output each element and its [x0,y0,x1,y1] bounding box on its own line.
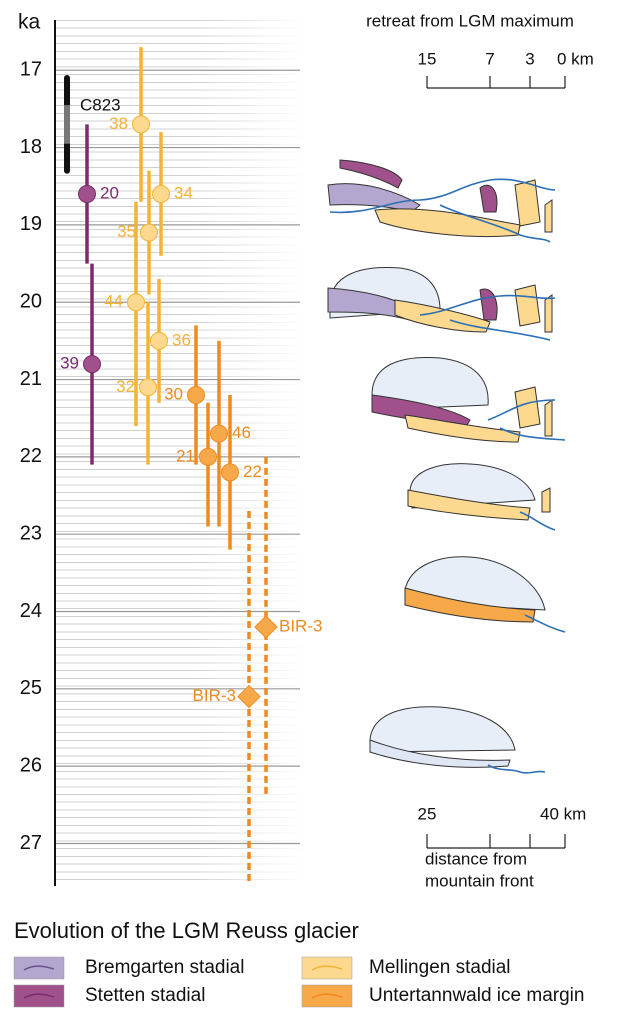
y-axis-label: ka [18,11,41,34]
point [139,378,157,397]
point [150,331,168,350]
legend-line [311,993,343,999]
scale-title: distance from [425,849,527,868]
legend-swatch [13,984,65,1008]
y-tick-label: 21 [20,368,42,390]
point-label: BIR-3 [193,686,236,705]
point-label: 36 [172,330,191,349]
point [237,684,261,709]
legend: Bremgarten stadial Stetten stadial Melling… [13,956,584,1008]
y-tick-label: 26 [20,754,42,776]
y-tick-label: 27 [20,832,42,854]
legend-label: Stetten stadial [85,985,205,1006]
scale-label: 40 km [540,804,586,823]
legend-line [311,965,343,971]
point [127,293,145,312]
legend-label: Bremgarten stadial [85,957,244,978]
point-label: 22 [243,462,262,481]
y-tick-label: 22 [20,445,42,467]
legend-label: Untertannwald ice margin [369,985,584,1006]
point-label: 44 [104,292,123,311]
legend-swatch [13,956,65,980]
scale-label: 3 [525,49,534,68]
y-tick-label: 19 [20,213,42,235]
point [199,447,217,466]
point [83,355,101,374]
scale-label: 7 [485,49,494,68]
y-tick-label: 18 [20,136,42,158]
legend-line [23,965,55,971]
point-label: 46 [232,423,251,442]
point [132,115,150,134]
point-label: 34 [174,183,193,202]
y-tick-label: 24 [20,600,42,622]
point-label: 30 [164,384,183,403]
point-label: 32 [116,377,135,396]
point [78,184,96,203]
legend-line [23,993,55,999]
point [254,615,278,639]
legend-swatch [301,984,353,1008]
point-label: 35 [117,222,136,241]
minor-grid [56,20,306,885]
legend-label: Mellingen stadial [369,957,511,978]
reference-label: C823 [80,95,121,114]
point [140,223,158,242]
point-label: 20 [100,183,119,202]
scale-label: 25 [418,804,437,823]
point [152,184,170,203]
y-tick-label: 23 [20,522,42,544]
point [221,463,239,482]
point-label: 21 [176,446,195,465]
scale-label: 0 km [557,49,594,68]
point [210,424,228,443]
scale-title: mountain front [425,871,534,890]
point-label: BIR-3 [279,616,322,635]
point-label: 38 [109,114,128,133]
point-label: 39 [60,354,79,373]
y-tick-label: 20 [20,291,42,313]
y-tick-label: 25 [20,677,42,699]
legend-swatch [301,956,353,980]
scale-bar [426,76,566,89]
scale-bar [426,834,566,849]
glacier-sketches [327,159,566,774]
scale-title: retreat from LGM maximum [366,11,574,30]
y-tick-label: 17 [20,59,42,81]
point [187,386,205,405]
scale-label: 15 [418,49,437,68]
legend-title: Evolution of the LGM Reuss glacier [14,918,359,943]
